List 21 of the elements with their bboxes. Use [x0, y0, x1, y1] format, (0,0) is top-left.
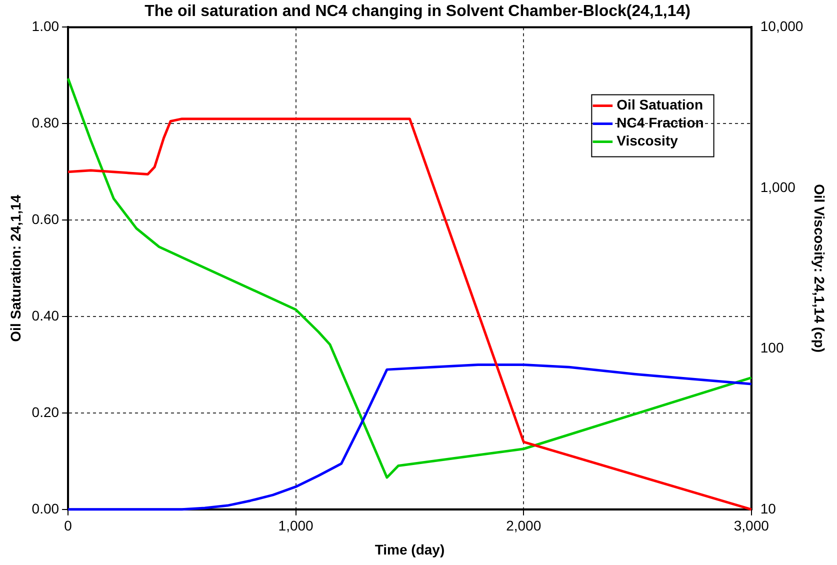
y-tick-label: 0.40 [32, 307, 60, 324]
chart-title: The oil saturation and NC4 changing in Solvent Chamber-Block(24,1,14) [144, 3, 690, 20]
x-axis-title: Time (day) [374, 541, 445, 558]
y2-tick-label: 1,000 [760, 178, 796, 195]
x-tick-label: 2,000 [506, 518, 542, 534]
y-tick-label: 0.80 [32, 114, 60, 130]
y-tick-label: 1.00 [32, 18, 60, 34]
x-tick-label: 0 [64, 518, 72, 534]
y2-axis-title: Oil Viscosity: 24,1,14 (cp) [812, 184, 828, 353]
legend-label: Oil Satuation [616, 96, 704, 113]
y-tick-label: 0.20 [32, 404, 60, 420]
y-tick-label: 0.00 [32, 500, 60, 516]
x-tick-label: 3,000 [734, 518, 770, 534]
y2-tick-label: 10,000 [760, 18, 804, 34]
x-tick-label: 1,000 [278, 518, 314, 534]
y2-tick-label: 10 [760, 500, 776, 516]
y-axis-title: Oil Saturation: 24,1,14 [7, 194, 24, 342]
y-tick-label: 0.60 [32, 210, 60, 227]
legend-label: Viscosity [616, 132, 678, 149]
y2-tick-label: 100 [760, 340, 784, 356]
legend-label: NC4 Fraction [616, 114, 704, 131]
